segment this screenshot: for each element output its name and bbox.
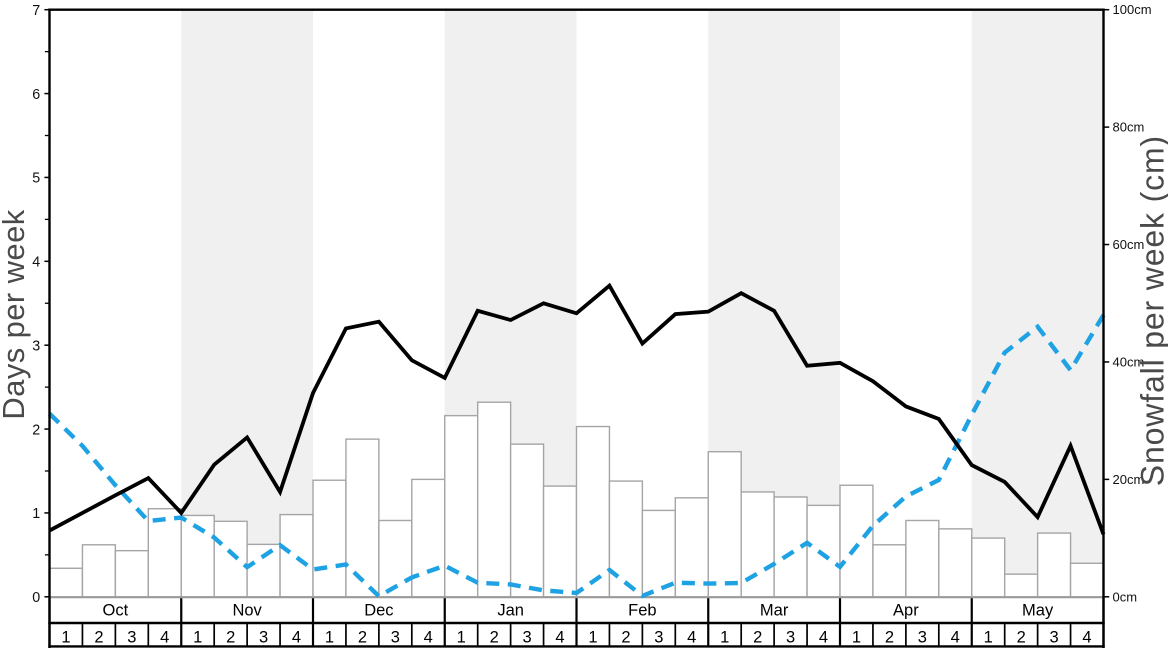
svg-text:4: 4 (555, 629, 564, 647)
svg-text:2: 2 (885, 629, 894, 647)
svg-text:1: 1 (588, 629, 597, 647)
svg-text:Oct: Oct (103, 601, 129, 619)
svg-text:Snowfall per week (cm): Snowfall per week (cm) (1135, 135, 1168, 486)
svg-text:2: 2 (226, 629, 235, 647)
svg-text:2: 2 (621, 629, 630, 647)
svg-text:1: 1 (720, 629, 729, 647)
svg-text:Apr: Apr (893, 601, 919, 619)
svg-text:0: 0 (32, 590, 40, 606)
svg-text:May: May (1022, 601, 1054, 619)
svg-text:Mar: Mar (760, 601, 789, 619)
svg-text:Nov: Nov (232, 601, 262, 619)
svg-text:40cm: 40cm (1113, 354, 1145, 369)
svg-text:1: 1 (457, 629, 466, 647)
svg-text:100cm: 100cm (1113, 2, 1152, 17)
svg-text:1: 1 (325, 629, 334, 647)
svg-text:3: 3 (654, 629, 663, 647)
svg-text:0cm: 0cm (1113, 589, 1138, 604)
svg-text:2: 2 (32, 422, 40, 438)
svg-text:Jan: Jan (497, 601, 524, 619)
svg-text:2: 2 (358, 629, 367, 647)
svg-text:4: 4 (1082, 629, 1091, 647)
svg-text:80cm: 80cm (1113, 120, 1145, 135)
svg-text:1: 1 (193, 629, 202, 647)
svg-text:4: 4 (32, 255, 40, 271)
svg-text:4: 4 (424, 629, 433, 647)
svg-text:2: 2 (753, 629, 762, 647)
svg-text:1: 1 (984, 629, 993, 647)
svg-text:1: 1 (61, 629, 70, 647)
svg-text:7: 7 (32, 3, 40, 19)
svg-text:1: 1 (852, 629, 861, 647)
svg-text:6: 6 (32, 87, 40, 103)
svg-text:4: 4 (819, 629, 828, 647)
svg-text:3: 3 (522, 629, 531, 647)
svg-text:20cm: 20cm (1113, 472, 1145, 487)
svg-text:4: 4 (160, 629, 169, 647)
svg-text:Feb: Feb (628, 601, 656, 619)
svg-text:3: 3 (786, 629, 795, 647)
svg-text:60cm: 60cm (1113, 237, 1145, 252)
svg-text:Days per week: Days per week (0, 209, 31, 419)
svg-text:3: 3 (259, 629, 268, 647)
svg-text:3: 3 (391, 629, 400, 647)
svg-text:1: 1 (32, 506, 40, 522)
svg-text:2: 2 (1017, 629, 1026, 647)
svg-text:4: 4 (687, 629, 696, 647)
svg-text:3: 3 (32, 338, 40, 354)
svg-text:4: 4 (292, 629, 301, 647)
svg-text:3: 3 (1049, 629, 1058, 647)
svg-text:3: 3 (127, 629, 136, 647)
svg-text:2: 2 (490, 629, 499, 647)
svg-text:3: 3 (918, 629, 927, 647)
svg-text:5: 5 (32, 171, 40, 187)
svg-text:4: 4 (951, 629, 960, 647)
svg-text:2: 2 (94, 629, 103, 647)
svg-text:Dec: Dec (364, 601, 393, 619)
